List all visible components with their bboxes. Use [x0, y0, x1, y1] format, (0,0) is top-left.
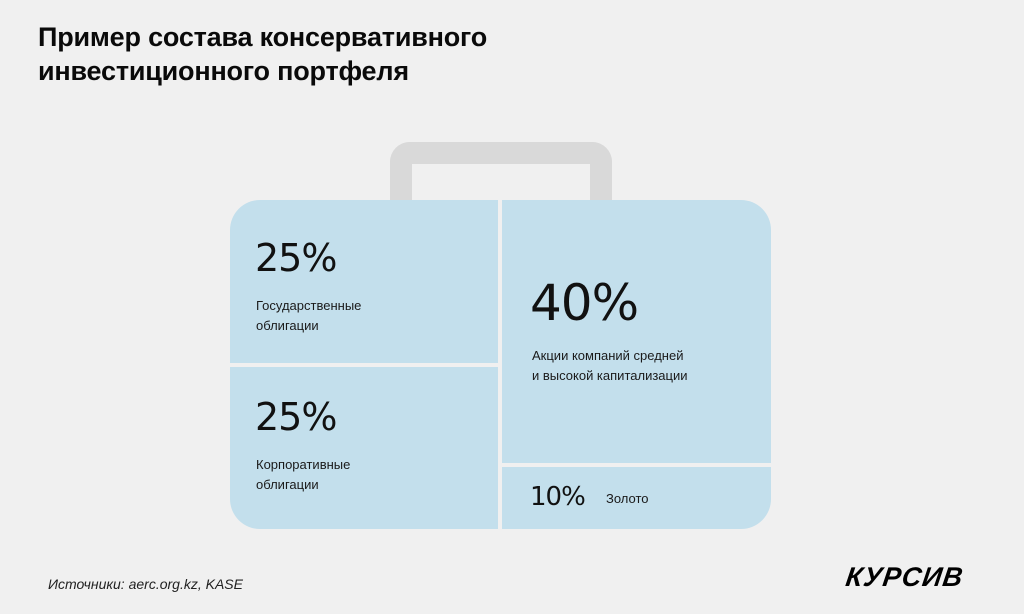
- label-line: облигации: [256, 318, 319, 333]
- source-note: Источники: aerc.org.kz, KASE: [48, 576, 243, 592]
- segment-percent: 25%: [255, 395, 337, 439]
- segment-percent: 40%: [530, 274, 639, 332]
- segment-label: Золото: [606, 491, 649, 506]
- segment-label: Государственные облигации: [256, 296, 361, 336]
- segment-label: Акции компаний средней и высокой капитал…: [532, 346, 688, 386]
- label-line: облигации: [256, 477, 319, 492]
- page-title: Пример состава консервативного инвестици…: [38, 20, 487, 88]
- segment-percent: 10%: [530, 482, 586, 512]
- segment-percent: 25%: [255, 236, 337, 280]
- kursiv-logo: КУРСИВ: [843, 562, 966, 592]
- title-line-2: инвестиционного портфеля: [38, 56, 409, 86]
- label-line: Акции компаний средней: [532, 348, 684, 363]
- label-line: и высокой капитализации: [532, 368, 688, 383]
- label-line: Корпоративные: [256, 457, 351, 472]
- briefcase-treemap: 25% Государственные облигации 25% Корпор…: [230, 200, 771, 529]
- title-line-1: Пример состава консервативного: [38, 22, 487, 52]
- segment-government-bonds: 25% Государственные облигации: [230, 200, 498, 363]
- label-line: Государственные: [256, 298, 362, 313]
- segment-stocks: 40% Акции компаний средней и высокой кап…: [502, 200, 771, 463]
- segment-gold: 10% Золото: [502, 467, 771, 529]
- segment-label: Корпоративные облигации: [256, 455, 350, 495]
- segment-corporate-bonds: 25% Корпоративные облигации: [230, 367, 498, 529]
